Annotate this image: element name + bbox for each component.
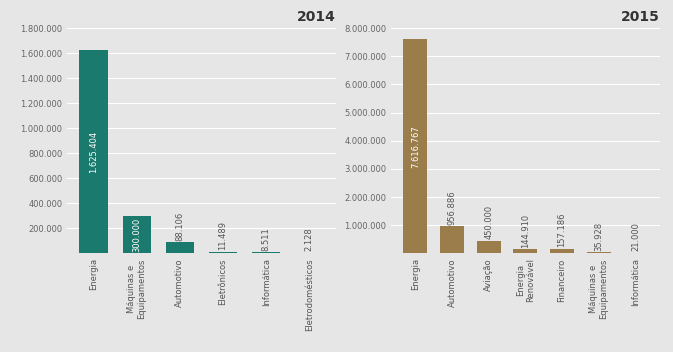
Text: 144.910: 144.910 bbox=[521, 213, 530, 247]
Text: 300.000: 300.000 bbox=[132, 218, 141, 252]
Text: 11.489: 11.489 bbox=[219, 221, 227, 250]
Bar bbox=[587, 252, 610, 253]
Bar bbox=[404, 39, 427, 253]
Text: 35.928: 35.928 bbox=[594, 221, 603, 251]
Bar bbox=[209, 252, 237, 253]
Bar bbox=[122, 216, 151, 253]
Text: 2015: 2015 bbox=[621, 10, 660, 24]
Bar bbox=[252, 252, 280, 253]
Text: 2014: 2014 bbox=[297, 10, 336, 24]
Text: 157.186: 157.186 bbox=[557, 213, 567, 247]
Text: 8.511: 8.511 bbox=[262, 227, 271, 251]
Text: 450.000: 450.000 bbox=[485, 205, 493, 239]
Text: 956.886: 956.886 bbox=[448, 190, 456, 225]
Text: 7.616.767: 7.616.767 bbox=[411, 125, 420, 168]
Bar bbox=[166, 243, 194, 253]
Text: 21.000: 21.000 bbox=[631, 222, 640, 251]
Bar bbox=[79, 50, 108, 253]
Bar bbox=[440, 226, 464, 253]
Bar bbox=[513, 249, 537, 253]
Bar bbox=[476, 241, 501, 253]
Text: 2.128: 2.128 bbox=[305, 228, 314, 251]
Text: 88.106: 88.106 bbox=[176, 211, 184, 241]
Text: 1.625.404: 1.625.404 bbox=[89, 131, 98, 173]
Bar bbox=[550, 249, 574, 253]
